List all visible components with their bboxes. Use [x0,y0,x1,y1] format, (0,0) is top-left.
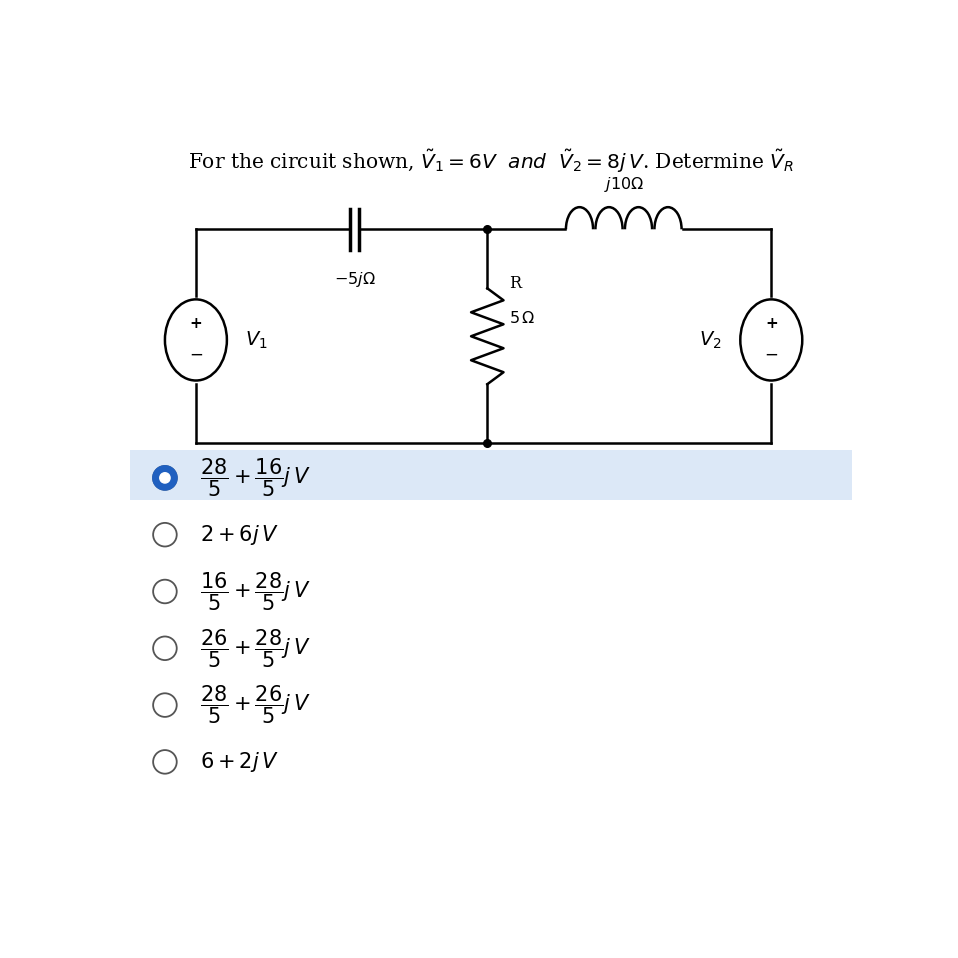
Text: +: + [764,316,778,331]
Text: $V_2$: $V_2$ [699,330,722,351]
Text: $j10\Omega$: $j10\Omega$ [604,175,644,194]
Text: $V_1$: $V_1$ [245,330,268,351]
Circle shape [153,467,176,490]
Text: $6 + 2j\,V$: $6 + 2j\,V$ [199,750,279,774]
Circle shape [160,472,171,483]
Text: +: + [190,316,202,331]
Text: −: − [189,346,203,364]
Text: $\dfrac{16}{5} + \dfrac{28}{5}j\,V$: $\dfrac{16}{5} + \dfrac{28}{5}j\,V$ [199,570,310,613]
Text: $\dfrac{28}{5} + \dfrac{26}{5}j\,V$: $\dfrac{28}{5} + \dfrac{26}{5}j\,V$ [199,684,310,726]
Text: −: − [764,346,778,364]
FancyBboxPatch shape [129,450,853,500]
Text: $2 + 6j\,V$: $2 + 6j\,V$ [199,523,279,547]
Text: For the circuit shown, $\tilde{V}_1 = 6V$  $and$  $\tilde{V}_2 = 8j\,V$. Determi: For the circuit shown, $\tilde{V}_1 = 6V… [188,148,794,175]
Text: $\dfrac{26}{5} + \dfrac{28}{5}j\,V$: $\dfrac{26}{5} + \dfrac{28}{5}j\,V$ [199,627,310,670]
Text: $\dfrac{28}{5} + \dfrac{16}{5}j\,V$: $\dfrac{28}{5} + \dfrac{16}{5}j\,V$ [199,457,310,499]
Text: $-5j\Omega$: $-5j\Omega$ [333,270,376,289]
Text: R: R [510,275,521,292]
Text: $5\,\Omega$: $5\,\Omega$ [510,310,536,328]
